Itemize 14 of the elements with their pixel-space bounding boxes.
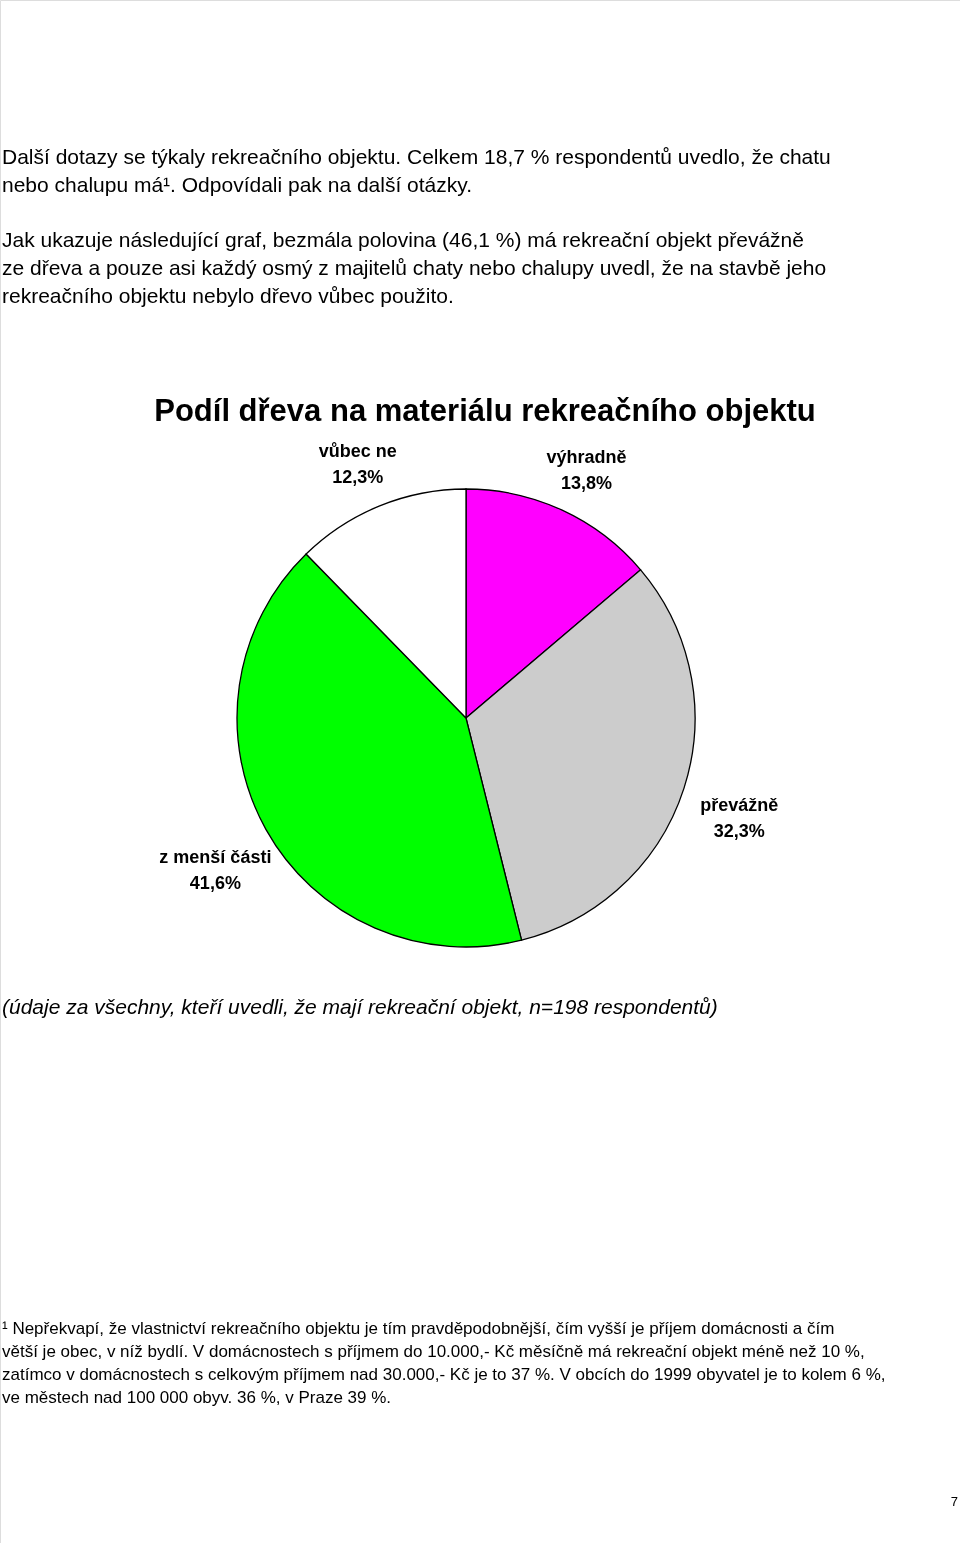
slice-label: z menší části xyxy=(159,846,272,867)
slice-label: vůbec ne xyxy=(318,441,397,462)
text: Jak ukazuje následující graf, bezmála polovina (46,1 %) má rekreační objekt převážně ze dřeva a pouze asi každý osmý z majitelů chaty nebo chalupy uvedl, že na stavbě jeho rekreačního objektu nebylo dřevo vůbec použito. xyxy=(2,228,827,307)
chart-title: Podíl dřeva na materiálu rekreačního objektu xyxy=(154,393,816,428)
data-label: 41,6% xyxy=(189,872,241,893)
data-label: 13,8% xyxy=(561,472,613,493)
data-label: 12,3% xyxy=(332,467,384,488)
text: 7 xyxy=(950,1494,958,1509)
text: (údaje za všechny, kteří uvedli, že mají rekreační objekt, n=198 respondentů) xyxy=(2,995,718,1018)
data-label: 32,3% xyxy=(713,820,765,841)
slice-label: převážně xyxy=(700,794,779,815)
text: Další dotazy se týkaly rekreačního objektu. Celkem 18,7 % respondentů uvedlo, že chatu nebo chalupu má¹. Odpovídali pak na další otázky. xyxy=(2,145,831,196)
text: ¹ Nepřekvapí, že vlastnictví rekreačního objektu je tím pravděpodobnější, čím vyšší je příjem domácnosti a čím větší je obec, v níž bydlí. V domácnostech s příjmem do 10.000,- Kč měsíčně má rekreační objekt méně než 10 %, zatímco v domácnostech s celkovým příjmem nad 30.000,- Kč je to 37 %. V obcích do 1999 obyvatel je to kolem 6 %, ve městech nad 100 000 obyv. 36 %, v Praze 39 %. xyxy=(2,1319,886,1407)
slice-label: výhradně xyxy=(546,446,627,467)
